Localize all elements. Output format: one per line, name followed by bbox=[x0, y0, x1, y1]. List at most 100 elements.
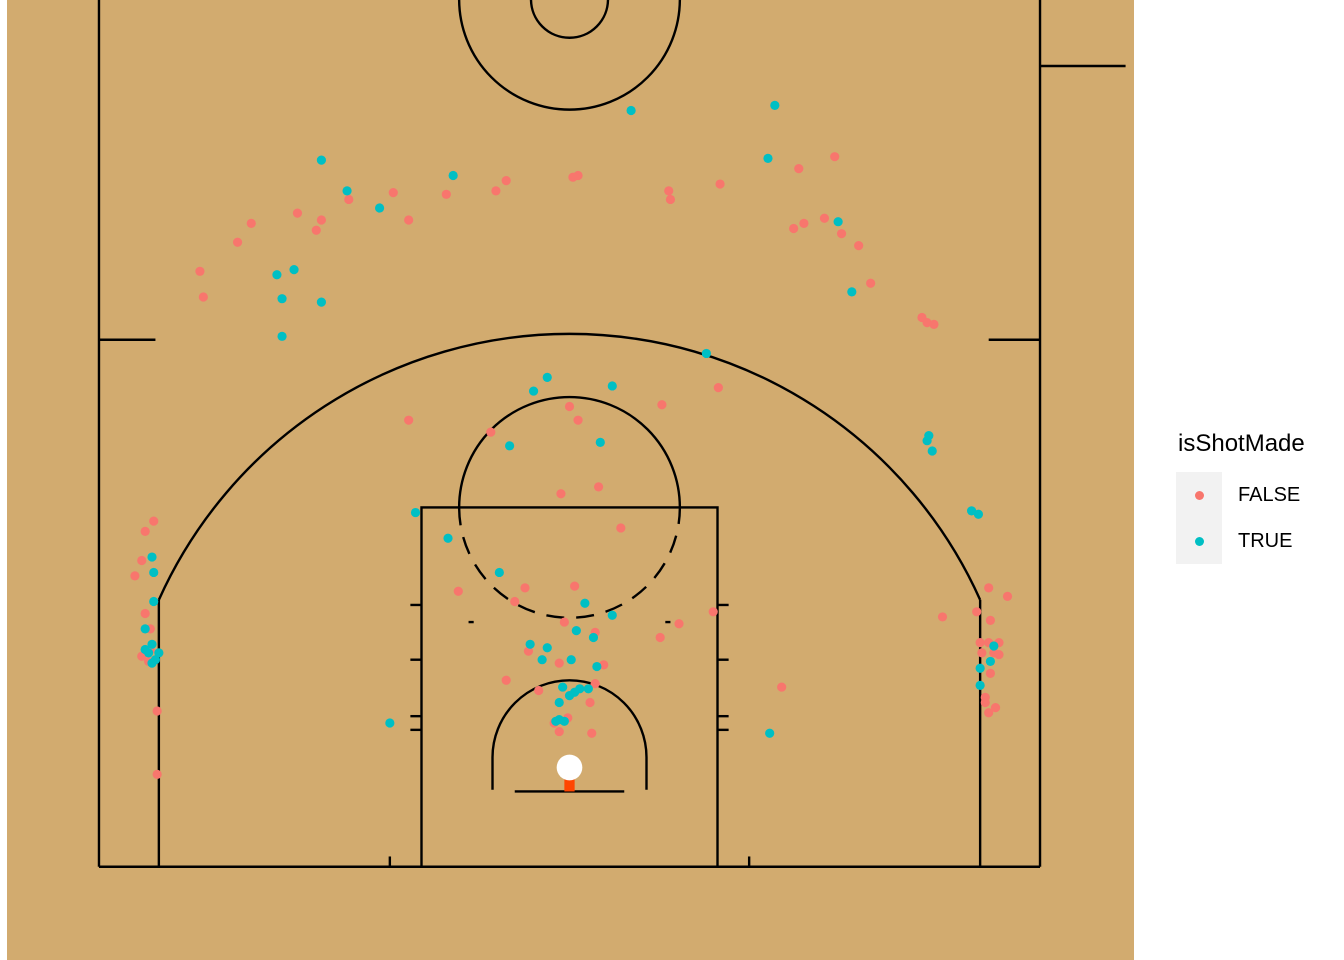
shot-point-false bbox=[799, 219, 808, 228]
shot-point-false bbox=[141, 527, 150, 536]
shot-point-true bbox=[924, 431, 933, 440]
shot-point-false bbox=[555, 727, 564, 736]
shot-point-true bbox=[526, 640, 535, 649]
shot-point-true bbox=[626, 106, 635, 115]
shot-point-true bbox=[589, 633, 598, 642]
shot-point-true bbox=[317, 298, 326, 307]
shot-point-false bbox=[837, 229, 846, 238]
shot-point-true bbox=[272, 270, 281, 279]
shot-point-true bbox=[976, 681, 985, 690]
shot-point-false bbox=[820, 214, 829, 223]
shot-point-true bbox=[149, 597, 158, 606]
shot-point-false bbox=[986, 616, 995, 625]
shot-point-true bbox=[317, 155, 326, 164]
shot-point-false bbox=[534, 686, 543, 695]
shot-point-false bbox=[984, 583, 993, 592]
legend-entry-false: FALSE bbox=[1176, 472, 1305, 518]
shot-point-false bbox=[587, 729, 596, 738]
shot-point-true bbox=[289, 265, 298, 274]
shot-point-false bbox=[616, 523, 625, 532]
shot-point-true bbox=[763, 154, 772, 163]
shot-point-false bbox=[137, 556, 146, 565]
shot-point-true bbox=[565, 691, 574, 700]
shot-point-false bbox=[714, 383, 723, 392]
shot-point-false bbox=[454, 587, 463, 596]
shot-point-false bbox=[556, 489, 565, 498]
shot-point-true bbox=[375, 203, 384, 212]
shot-point-false bbox=[664, 186, 673, 195]
shot-point-true bbox=[608, 611, 617, 620]
shot-point-false bbox=[130, 571, 139, 580]
legend-key-false bbox=[1176, 472, 1222, 518]
shot-point-false bbox=[502, 676, 511, 685]
shot-point-false bbox=[404, 416, 413, 425]
shot-point-false bbox=[520, 583, 529, 592]
shot-point-true bbox=[770, 101, 779, 110]
legend-key-true bbox=[1176, 518, 1222, 564]
shot-point-false bbox=[199, 292, 208, 301]
shot-point-false bbox=[991, 703, 1000, 712]
shot-point-false bbox=[570, 582, 579, 591]
shot-point-false bbox=[986, 669, 995, 678]
shot-point-true bbox=[505, 441, 514, 450]
shot-point-false bbox=[594, 482, 603, 491]
shot-point-true bbox=[596, 438, 605, 447]
shot-point-false bbox=[715, 179, 724, 188]
shot-point-false bbox=[510, 597, 519, 606]
shot-point-true bbox=[449, 171, 458, 180]
shot-point-true bbox=[538, 655, 547, 664]
legend-dot-icon bbox=[1195, 491, 1204, 500]
shot-point-false bbox=[666, 195, 675, 204]
shot-point-false bbox=[153, 770, 162, 779]
legend-title: isShotMade bbox=[1178, 430, 1305, 458]
shot-point-false bbox=[141, 609, 150, 618]
shot-point-true bbox=[575, 684, 584, 693]
shot-point-true bbox=[928, 446, 937, 455]
shot-point-true bbox=[989, 641, 998, 650]
shot-point-false bbox=[344, 195, 353, 204]
shot-point-true bbox=[584, 684, 593, 693]
shot-point-false bbox=[491, 186, 500, 195]
shot-point-false bbox=[585, 698, 594, 707]
shot-point-true bbox=[834, 217, 843, 226]
shot-point-false bbox=[573, 171, 582, 180]
shot-point-true bbox=[147, 552, 156, 561]
shot-point-false bbox=[565, 402, 574, 411]
shot-point-true bbox=[411, 508, 420, 517]
rim bbox=[557, 755, 583, 781]
shot-point-true bbox=[558, 682, 567, 691]
shot-point-false bbox=[789, 224, 798, 233]
shot-point-true bbox=[149, 568, 158, 577]
shot-point-true bbox=[560, 717, 569, 726]
shot-point-true bbox=[702, 349, 711, 358]
shot-point-false bbox=[573, 416, 582, 425]
shot-point-true bbox=[608, 381, 617, 390]
shot-point-true bbox=[141, 624, 150, 633]
shot-point-true bbox=[529, 386, 538, 395]
legend-label-true: TRUE bbox=[1238, 530, 1292, 553]
shot-point-true bbox=[141, 645, 150, 654]
shot-point-false bbox=[674, 619, 683, 628]
shot-point-true bbox=[592, 662, 601, 671]
legend-entry-true: TRUE bbox=[1176, 518, 1305, 564]
shot-point-false bbox=[153, 706, 162, 715]
shot-point-false bbox=[929, 320, 938, 329]
shot-point-false bbox=[657, 400, 666, 409]
shot-point-false bbox=[794, 164, 803, 173]
shot-point-false bbox=[656, 633, 665, 642]
shot-point-true bbox=[277, 332, 286, 341]
shot-point-true bbox=[986, 657, 995, 666]
shot-point-true bbox=[385, 718, 394, 727]
shot-point-true bbox=[277, 294, 286, 303]
shot-point-true bbox=[443, 534, 452, 543]
shot-point-true bbox=[572, 626, 581, 635]
shot-point-true bbox=[342, 186, 351, 195]
shot-point-false bbox=[777, 682, 786, 691]
shot-point-false bbox=[149, 517, 158, 526]
shot-point-false bbox=[981, 698, 990, 707]
shot-point-true bbox=[765, 729, 774, 738]
shot-point-false bbox=[830, 152, 839, 161]
shot-point-true bbox=[580, 599, 589, 608]
shot-point-false bbox=[709, 607, 718, 616]
shot-point-false bbox=[486, 428, 495, 437]
